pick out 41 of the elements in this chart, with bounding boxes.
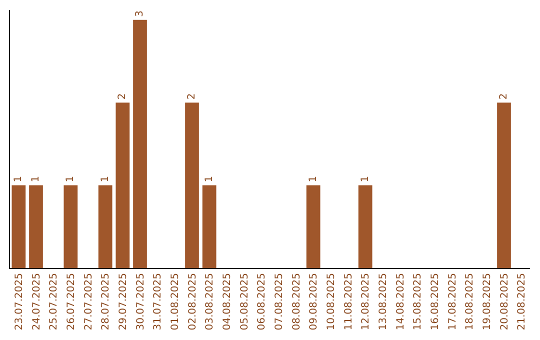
- data-label: 1: [100, 176, 111, 182]
- x-tick-label: 07.08.2025: [274, 273, 285, 330]
- data-label: 1: [308, 176, 319, 182]
- x-tick-label: 25.07.2025: [48, 273, 60, 330]
- x-tick-label: 10.08.2025: [326, 273, 337, 330]
- x-tick-label: 11.08.2025: [343, 273, 354, 330]
- data-label: 2: [498, 93, 510, 100]
- x-tick-label: 26.07.2025: [66, 273, 77, 330]
- x-tick-label: 12.08.2025: [360, 273, 372, 330]
- data-label: 1: [30, 176, 42, 182]
- data-label: 1: [204, 176, 215, 182]
- x-tick-label: 17.08.2025: [447, 273, 458, 330]
- x-tick-label: 24.07.2025: [31, 273, 42, 330]
- x-tick-label: 13.08.2025: [378, 273, 389, 330]
- x-tick-label: 04.08.2025: [222, 273, 233, 330]
- x-tick-label: 29.07.2025: [118, 273, 129, 330]
- x-tick-label: 14.08.2025: [395, 273, 406, 330]
- x-tick-label: 03.08.2025: [204, 273, 216, 330]
- x-tick-label: 30.07.2025: [135, 273, 146, 330]
- x-tick-label: 06.08.2025: [256, 273, 268, 330]
- x-tick-label: 20.08.2025: [499, 273, 510, 330]
- x-tick-label: 27.07.2025: [83, 273, 94, 330]
- data-label: 2: [117, 93, 128, 100]
- data-label: 2: [186, 93, 198, 100]
- data-label: 1: [13, 176, 24, 182]
- x-tick-label: 23.07.2025: [14, 273, 25, 330]
- x-tick-label: 01.08.2025: [170, 273, 181, 330]
- x-tick-label: 31.07.2025: [152, 273, 164, 330]
- x-tick-label: 15.08.2025: [412, 273, 424, 330]
- x-tick-label: 21.08.2025: [516, 273, 528, 330]
- x-tick-label: 28.07.2025: [100, 273, 112, 330]
- data-label: 3: [134, 10, 146, 17]
- x-tick-label: 08.08.2025: [291, 273, 302, 330]
- x-tick-label: 02.08.2025: [187, 273, 198, 330]
- data-label: 1: [65, 176, 76, 182]
- x-tick-label: 05.08.2025: [239, 273, 250, 330]
- x-tick-label: 18.08.2025: [464, 273, 476, 330]
- x-tick-label: 09.08.2025: [308, 273, 320, 330]
- x-tick-label: 19.08.2025: [482, 273, 493, 330]
- data-label: 1: [360, 176, 371, 182]
- x-tick-label: 16.08.2025: [430, 273, 441, 330]
